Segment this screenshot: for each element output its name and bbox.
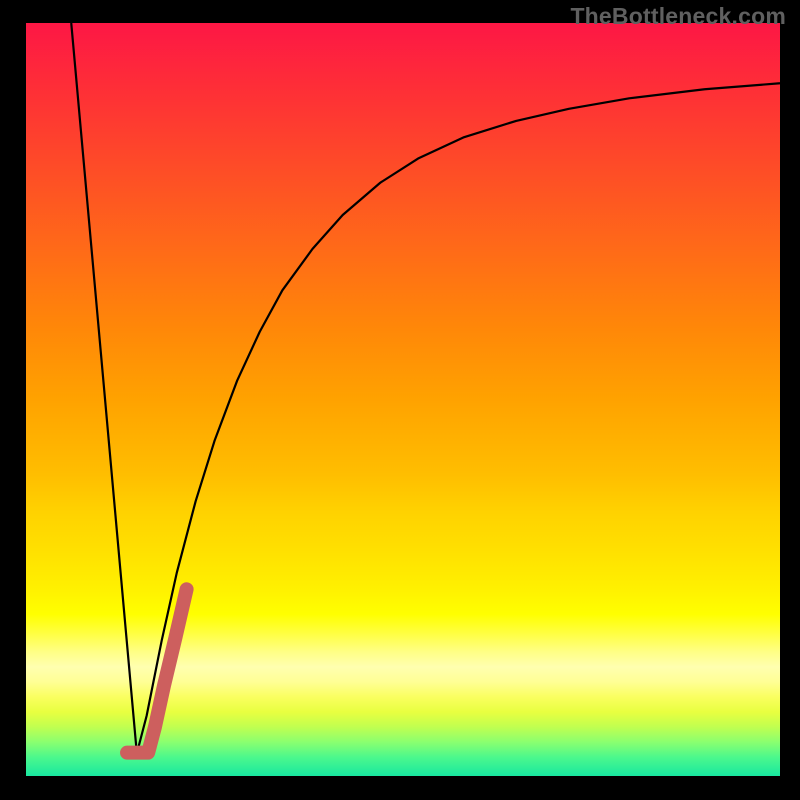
bottleneck-curve-chart (0, 0, 800, 800)
chart-container: TheBottleneck.com (0, 0, 800, 800)
plot-background (26, 23, 780, 776)
watermark-text: TheBottleneck.com (570, 3, 786, 30)
